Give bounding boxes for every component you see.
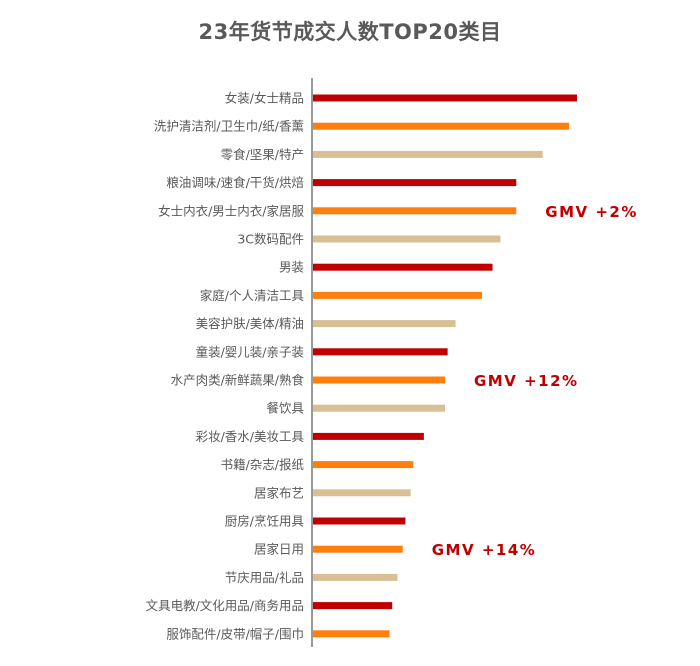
bar-3 (313, 150, 543, 158)
annotation-2: GMV +12% (474, 372, 579, 390)
bar-20 (313, 630, 390, 638)
annotation-1: GMV +2% (545, 203, 638, 221)
category-label-13: 彩妆/香水/美妆工具 (196, 429, 305, 444)
bar-17 (313, 545, 403, 553)
category-label-2: 洗护清洁剂/卫生巾/纸/香薰 (154, 119, 304, 134)
bar-12 (313, 404, 445, 412)
category-labels: 女装/女士精品洗护清洁剂/卫生巾/纸/香薰零食/坚果/特产粮油调味/速食/干货/… (146, 91, 305, 642)
bar-11 (313, 376, 445, 384)
category-label-10: 童装/婴儿装/亲子装 (196, 344, 304, 359)
category-label-16: 厨房/烹饪用具 (225, 514, 305, 529)
bar-15 (313, 489, 411, 497)
bar-9 (313, 320, 456, 328)
category-label-3: 零食/坚果/特产 (221, 147, 304, 162)
category-label-19: 文具电教/文化用品/商务用品 (146, 598, 304, 613)
bar-18 (313, 573, 398, 581)
chart-title: 23年货节成交人数TOP20类目 (198, 20, 502, 44)
category-label-6: 3C数码配件 (237, 232, 304, 247)
bar-16 (313, 517, 406, 525)
category-label-7: 男装 (279, 260, 304, 275)
category-label-9: 美容护肤/美体/精油 (196, 316, 304, 331)
bar-2 (313, 122, 570, 130)
category-label-1: 女装/女士精品 (225, 91, 304, 106)
category-label-12: 餐饮具 (266, 401, 304, 416)
bar-7 (313, 263, 493, 271)
bar-13 (313, 432, 424, 440)
bar-14 (313, 461, 414, 469)
category-label-11: 水产肉类/新鲜蔬果/熟食 (171, 373, 305, 388)
category-label-8: 家庭/个人清洁工具 (200, 288, 305, 303)
bar-4 (313, 179, 517, 187)
category-label-18: 节庆用品/礼品 (225, 570, 304, 585)
annotations-group: GMV +2% GMV +12% GMV +14% (432, 203, 638, 559)
category-label-5: 女士内衣/男士内衣/家居服 (158, 203, 304, 218)
category-label-15: 居家布艺 (254, 485, 304, 500)
category-label-20: 服饰配件/皮带/帽子/围巾 (166, 626, 304, 641)
category-label-17: 居家日用 (254, 542, 304, 557)
category-label-14: 书籍/杂志/报纸 (221, 457, 305, 472)
category-label-4: 粮油调味/速食/干货/烘焙 (166, 175, 304, 190)
bar-5 (313, 207, 517, 215)
bar-6 (313, 235, 501, 243)
bar-1 (313, 94, 577, 102)
bar-10 (313, 348, 448, 356)
annotation-3: GMV +14% (432, 541, 537, 559)
bar-19 (313, 602, 393, 610)
bar-8 (313, 291, 482, 299)
bars-group (313, 94, 577, 638)
